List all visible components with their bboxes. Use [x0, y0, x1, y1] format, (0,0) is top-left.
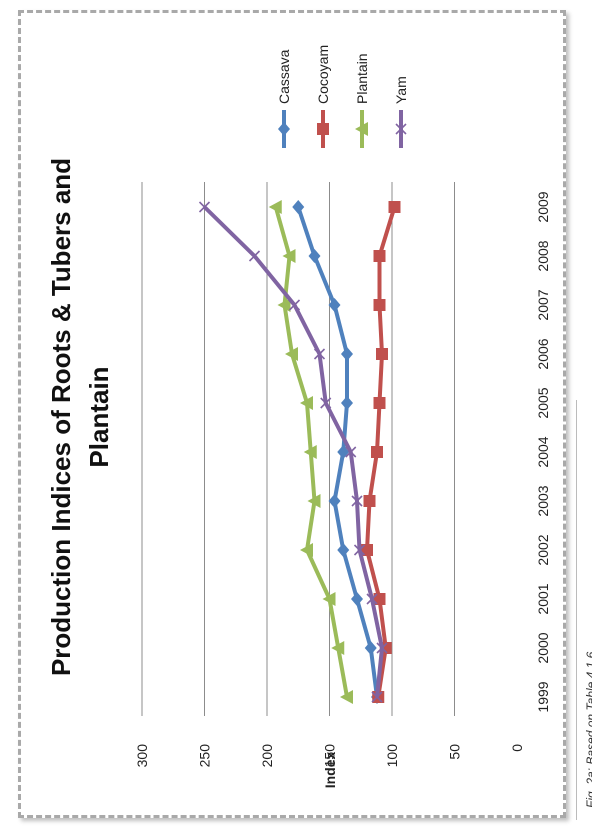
chart-title-line-0: Production Indices of Roots & Tubers and [46, 158, 76, 676]
legend-label: Plantain [354, 53, 370, 104]
chart-title-line-1: Plantain [84, 366, 114, 467]
point-plantain-1999 [340, 690, 353, 704]
chart-frame [18, 10, 566, 818]
y-tick-100: 100 [384, 744, 400, 768]
point-yam-2006 [313, 348, 326, 360]
point-cocoyam-2001 [373, 593, 386, 605]
legend-swatch-marker [278, 122, 290, 136]
x-tick-2001: 2001 [535, 583, 551, 614]
point-yam-1999 [371, 691, 383, 703]
point-yam-2001 [366, 593, 378, 605]
point-yam-2009 [198, 201, 211, 213]
point-plantain-2009 [268, 200, 282, 214]
y-axis-title: Index [322, 752, 338, 789]
point-cocoyam-2006 [376, 348, 388, 360]
x-tick-2005: 2005 [535, 387, 551, 418]
point-plantain-2006 [285, 347, 298, 361]
series-plantain [268, 200, 353, 704]
legend-label: Cassava [276, 49, 292, 104]
y-tick-50: 50 [447, 744, 463, 760]
figure-caption: Fig. 2a: Based on Table 4.1.6 [584, 651, 592, 808]
series-line-yam [203, 205, 384, 698]
legend-swatch-marker [395, 123, 407, 135]
point-yam-2004 [345, 446, 357, 458]
point-cocoyam-2002 [361, 544, 373, 556]
x-tick-2002: 2002 [535, 534, 551, 565]
point-cocoyam-2003 [363, 495, 376, 507]
point-plantain-2002 [300, 543, 313, 557]
point-plantain-2003 [307, 494, 321, 508]
point-cocoyam-2009 [388, 201, 401, 213]
point-cassava-2000 [364, 641, 377, 655]
point-cassava-2009 [292, 200, 305, 214]
legend-label: Cocoyam [315, 45, 331, 104]
x-tick-1999: 1999 [535, 681, 551, 712]
point-cassava-2008 [308, 249, 321, 263]
point-cocoyam-2004 [371, 446, 383, 458]
y-tick-250: 250 [197, 744, 213, 768]
x-tick-2004: 2004 [535, 436, 551, 467]
y-tick-labels: 0 50 100 150 200 250 300 [134, 744, 525, 768]
gridlines [141, 182, 455, 716]
x-tick-2003: 2003 [535, 485, 551, 516]
series [198, 200, 401, 704]
chart-title: Production Indices of Roots & Tubers and… [46, 158, 114, 676]
legend-item-yam: Yam [393, 76, 409, 148]
x-tick-2009: 2009 [535, 191, 551, 222]
point-yam-2008 [248, 250, 261, 262]
legend-swatch-marker [355, 122, 368, 136]
y-tick-200: 200 [259, 744, 275, 768]
x-tick-labels: 1999 2000 2001 2002 2003 2004 2005 2006 2007 2008… [535, 191, 551, 712]
legend-item-plantain: Plantain [354, 53, 370, 148]
point-cassava-2005 [341, 396, 353, 410]
x-tick-2000: 2000 [535, 632, 551, 663]
y-tick-0: 0 [509, 744, 525, 752]
point-cassava-2006 [341, 347, 353, 361]
point-cassava-2007 [328, 298, 341, 312]
point-plantain-2000 [331, 641, 345, 655]
point-yam-2002 [353, 544, 366, 556]
y-tick-150: 150 [322, 744, 338, 768]
point-plantain-2008 [282, 249, 296, 263]
point-cassava-2001 [351, 592, 363, 606]
point-cassava-2002 [337, 543, 350, 557]
legend-label: Yam [393, 76, 409, 104]
point-cocoyam-2005 [373, 397, 386, 409]
x-tick-2008: 2008 [535, 240, 551, 271]
point-cassava-2003 [328, 494, 341, 508]
legend-swatch-marker [317, 123, 329, 135]
point-yam-2007 [288, 299, 301, 311]
point-yam-2003 [351, 495, 363, 507]
point-plantain-2005 [300, 396, 313, 410]
point-yam-2000 [376, 642, 388, 654]
point-yam-2005 [320, 397, 332, 409]
point-plantain-2007 [277, 298, 291, 312]
point-plantain-2001 [322, 592, 336, 606]
caption-rule [576, 400, 577, 820]
point-cocoyam-2008 [373, 250, 386, 262]
series-yam [198, 201, 388, 703]
y-axis-label: Index [322, 752, 338, 789]
legend: Cassava Cocoyam Plantain Yam [276, 45, 409, 148]
x-tick-2007: 2007 [535, 289, 551, 320]
y-tick-300: 300 [134, 744, 150, 768]
point-cocoyam-2007 [373, 299, 386, 311]
x-tick-2006: 2006 [535, 338, 551, 369]
legend-item-cocoyam: Cocoyam [315, 45, 331, 148]
point-plantain-2004 [303, 445, 317, 459]
legend-item-cassava: Cassava [276, 49, 292, 148]
